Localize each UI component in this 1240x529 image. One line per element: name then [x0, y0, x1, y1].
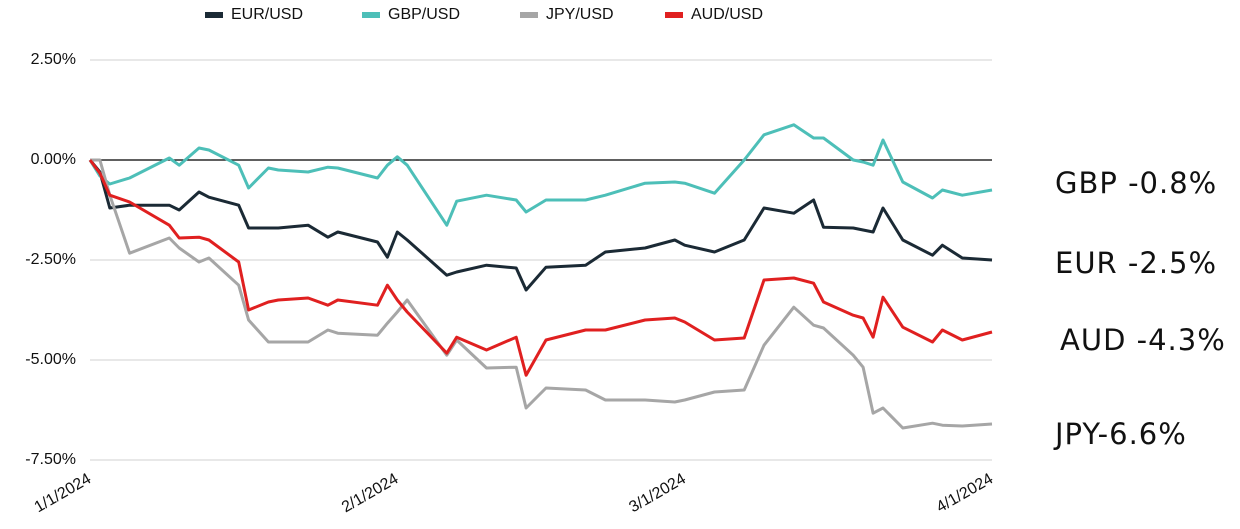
legend-item: JPY/USD: [520, 6, 614, 23]
y-tick-label: -2.50%: [25, 251, 76, 268]
legend-label: EUR/USD: [231, 6, 303, 23]
x-tick-label: 4/1/2024: [934, 470, 997, 516]
legend-label: GBP/USD: [388, 6, 460, 23]
legend-item: EUR/USD: [205, 6, 303, 23]
series-line: [88, 159, 993, 292]
end-annotation: JPY-6.6%: [1053, 417, 1187, 451]
legend-swatch: [205, 12, 223, 18]
y-tick-label: -7.50%: [25, 451, 76, 468]
end-annotation: EUR -2.5%: [1055, 246, 1217, 280]
end-annotation: GBP -0.8%: [1055, 166, 1217, 200]
legend-swatch: [665, 12, 683, 18]
y-tick-label: -5.00%: [25, 351, 76, 368]
y-tick-label: 2.50%: [31, 51, 76, 68]
x-tick-label: 1/1/2024: [32, 470, 95, 516]
legend-swatch: [520, 12, 538, 18]
legend-label: AUD/USD: [691, 6, 763, 23]
series-line: [88, 159, 993, 377]
series-line: [90, 158, 993, 430]
legend-item: AUD/USD: [665, 6, 763, 23]
x-tick-label: 3/1/2024: [626, 470, 689, 516]
legend-swatch: [362, 12, 380, 18]
y-tick-label: 0.00%: [31, 151, 76, 168]
x-tick-label: 2/1/2024: [339, 470, 402, 516]
legend-label: JPY/USD: [546, 6, 614, 23]
end-annotation: AUD -4.3%: [1060, 323, 1226, 357]
legend-item: GBP/USD: [362, 6, 460, 23]
series-line: [88, 123, 993, 227]
